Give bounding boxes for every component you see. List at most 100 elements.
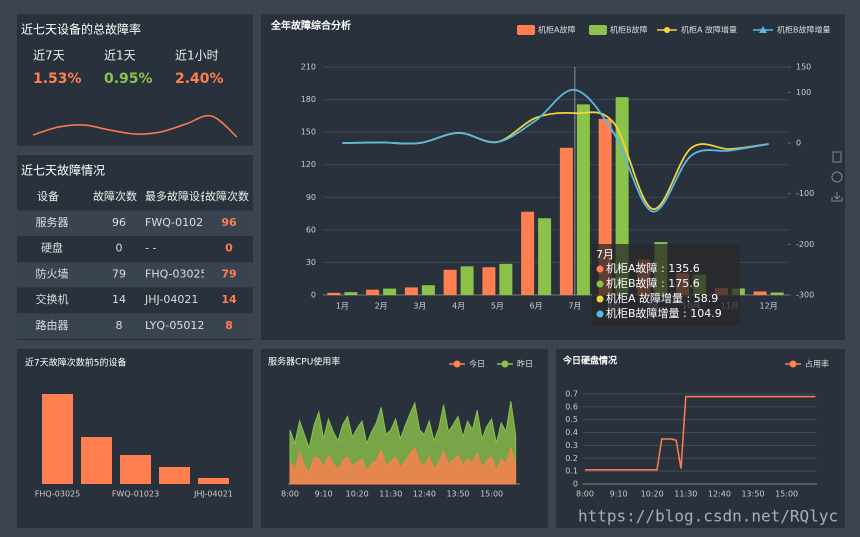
x-tick-label: 1月	[336, 302, 349, 311]
bar	[559, 147, 573, 295]
y-tick-label: 30	[306, 258, 316, 267]
y-tick-label: 0.5	[565, 415, 578, 424]
save-icon[interactable]	[831, 192, 843, 202]
tooltip-box	[592, 244, 740, 326]
table-header: 故障次数	[93, 189, 137, 203]
legend-label: 机柜B故障	[610, 25, 648, 35]
tooltip-dot	[596, 295, 604, 303]
y-tick-label: 0.7	[565, 390, 578, 399]
legend-label: 机柜A故障	[538, 25, 575, 35]
y-tick-label: 90	[306, 193, 316, 202]
tooltip-dot	[596, 265, 604, 273]
legend-swatch	[589, 25, 607, 35]
bar	[81, 437, 112, 484]
tooltip-name: 机柜B故障	[606, 276, 658, 290]
table-header: 故障次数	[205, 189, 249, 203]
x-tick-label: 7月	[568, 302, 581, 311]
y-tick-label: 180	[301, 95, 316, 104]
y2-tick-label: 150	[796, 63, 811, 72]
restore-icon[interactable]	[831, 171, 843, 183]
tooltip-value: 135.6	[668, 262, 700, 275]
x-tick-label: 9:10	[610, 490, 628, 499]
kpi-label: 近1天	[104, 49, 136, 63]
legend-swatch	[517, 25, 535, 35]
x-tick-label: 15:00	[480, 490, 503, 499]
panel	[17, 155, 253, 340]
table-cell: 交换机	[36, 292, 69, 306]
panel	[17, 14, 253, 146]
tooltip-value: 58.9	[694, 292, 719, 305]
x-tick-label: 6月	[530, 302, 543, 311]
x-tick-label: 12:40	[413, 490, 436, 499]
table-cell: 14	[112, 293, 126, 306]
bar	[159, 467, 190, 484]
tooltip-separator: :	[658, 277, 669, 290]
bar	[443, 269, 457, 295]
legend-label: 今日	[469, 359, 485, 369]
kpi-value: 2.40%	[175, 71, 224, 87]
table-cell: 硬盘	[41, 241, 63, 255]
x-tick-label: 11:30	[379, 490, 402, 499]
table-row-bg	[17, 313, 253, 339]
x-tick-label: 13:50	[446, 490, 469, 499]
bar	[753, 291, 767, 295]
table-cell: 79	[112, 267, 126, 280]
x-tick-label: JHJ-04021	[193, 490, 233, 499]
bar	[460, 266, 474, 295]
table-cell: 96	[112, 216, 126, 229]
data-view-icon[interactable]	[832, 151, 842, 163]
legend-marker	[501, 360, 509, 368]
chart-title: 全年故障综合分析	[270, 19, 351, 32]
table-cell: JHJ-04021	[144, 293, 198, 306]
bar	[327, 292, 341, 295]
bar	[42, 394, 73, 484]
bar	[421, 285, 435, 295]
tooltip-separator: :	[658, 262, 669, 275]
bar	[383, 288, 397, 295]
x-tick-label: 10:20	[641, 490, 664, 499]
table-cell: 8	[225, 319, 233, 332]
x-tick-label: 12:40	[708, 490, 731, 499]
x-tick-label: 2月	[375, 302, 388, 311]
tooltip-name: 机柜A 故障增量	[606, 291, 683, 305]
x-tick-label: 3月	[413, 302, 426, 311]
panel	[556, 349, 845, 528]
tooltip-separator: :	[683, 292, 694, 305]
bar	[576, 104, 590, 295]
bar	[344, 292, 358, 295]
x-tick-label: 5月	[491, 302, 504, 311]
tooltip-row: 机柜A 故障增量 : 58.9	[606, 291, 718, 305]
table-cell: 防火墙	[36, 266, 69, 280]
legend-marker	[789, 360, 797, 368]
tooltip-row: 机柜A故障 : 135.6	[606, 261, 700, 275]
table-row-bg	[17, 261, 253, 288]
bar	[770, 292, 784, 295]
watermark: https://blog.csdn.net/RQlyc	[578, 507, 838, 526]
panel	[261, 14, 845, 340]
y-tick-label: 0.6	[565, 402, 578, 411]
table-cell: 服务器	[36, 216, 69, 229]
legend-marker	[759, 26, 767, 33]
bar	[521, 211, 535, 295]
table-cell: 79	[221, 267, 236, 280]
panel-title: 近七天故障情况	[21, 163, 105, 178]
table-cell: FWQ-01023	[145, 216, 210, 229]
y2-tick-label: 0	[796, 139, 801, 148]
sparkline	[32, 114, 238, 138]
x-tick-label: 9:10	[315, 490, 333, 499]
y-tick-label: 0.1	[565, 467, 578, 476]
kpi-value: 1.53%	[33, 71, 82, 87]
kpi-value: 0.95%	[104, 71, 153, 87]
kpi-label: 近1小时	[175, 49, 219, 63]
legend-marker	[664, 27, 670, 33]
table-cell: 0	[225, 242, 233, 255]
y-tick-label: 0	[573, 480, 578, 489]
table-cell: - -	[145, 242, 156, 255]
table-cell: LYQ-05012	[145, 319, 204, 332]
tooltip-name: 机柜A故障	[606, 261, 658, 275]
tooltip-dot	[596, 280, 604, 288]
bar	[499, 263, 513, 295]
chart-title: 服务器CPU使用率	[268, 356, 340, 368]
